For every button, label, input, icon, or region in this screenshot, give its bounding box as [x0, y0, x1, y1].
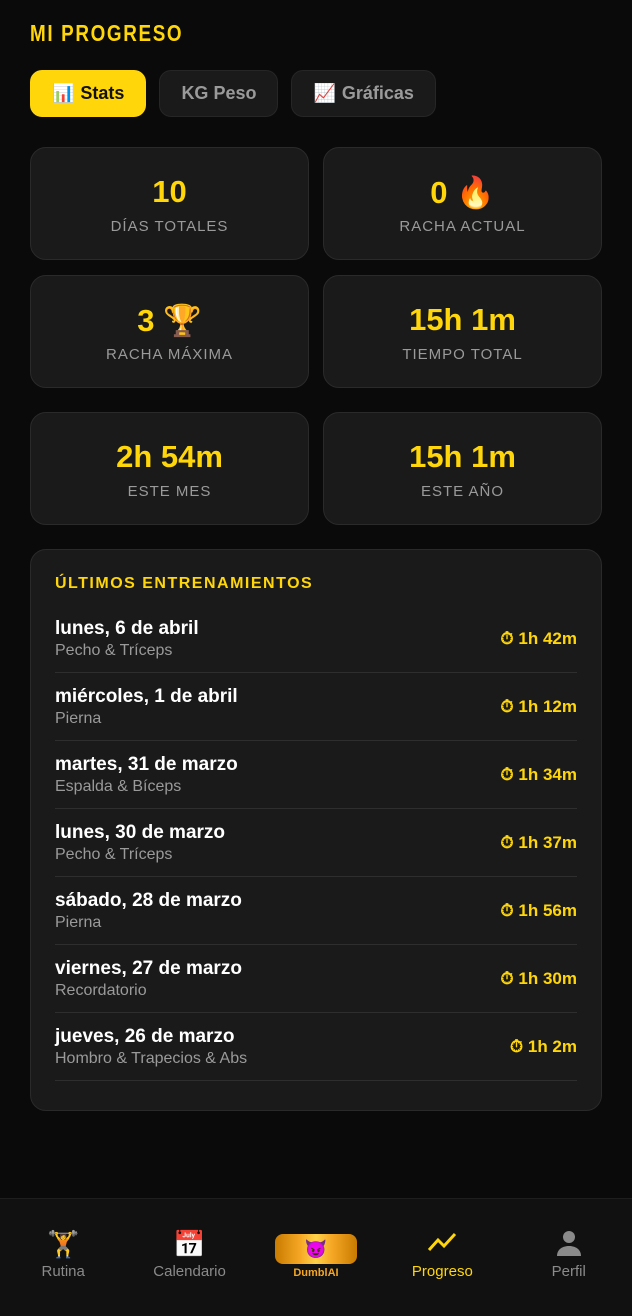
stat-value: 10 — [152, 174, 187, 209]
workout-date: martes, 31 de marzo — [55, 753, 238, 775]
stat-value: 3 — [137, 303, 155, 338]
workout-name: Pecho & Tríceps — [55, 641, 173, 659]
dumbbell-icon: 🏋 — [47, 1229, 80, 1259]
tab-peso[interactable]: KG Peso — [159, 70, 279, 117]
dumblai-logo-icon: 😈 — [274, 1234, 357, 1264]
recent-workouts-card: ÚLTIMOS ENTRENAMIENTOS lunes, 6 de abril… — [30, 549, 602, 1111]
stat-card-este-mes: 2h 54m ESTE MES — [30, 412, 309, 525]
nav-label: Perfil — [551, 1263, 586, 1280]
workout-name: Espalda & Bíceps — [55, 777, 182, 795]
stat-card-este-ano: 15h 1m ESTE AÑO — [323, 412, 602, 525]
stopwatch-icon: ⏱ — [509, 1036, 524, 1056]
stat-card-dias-totales: 10 DÍAS TOTALES — [30, 147, 309, 260]
workout-date: miércoles, 1 de abril — [55, 685, 238, 707]
workout-row[interactable]: jueves, 26 de marzo Hombro & Trapecios & … — [55, 1013, 577, 1081]
workout-date: lunes, 6 de abril — [55, 617, 199, 639]
nav-calendario[interactable]: 📅 Calendario — [135, 1229, 245, 1280]
stat-label: DÍAS TOTALES — [110, 218, 229, 235]
workout-duration: 1h 30m — [518, 968, 577, 988]
nav-label: Calendario — [153, 1263, 226, 1280]
workout-duration: 1h 37m — [518, 832, 577, 852]
trend-line-icon — [427, 1229, 457, 1263]
nav-label: Progreso — [411, 1263, 473, 1280]
stat-value: 15h 1m — [409, 439, 516, 474]
stat-value: 2h 54m — [116, 439, 223, 474]
workout-duration: 1h 12m — [518, 696, 577, 716]
workout-row[interactable]: sábado, 28 de marzo Pierna ⏱ 1h 56m — [55, 877, 577, 945]
stopwatch-icon: ⏱ — [500, 900, 514, 920]
workout-duration: 1h 42m — [518, 628, 577, 648]
workout-row[interactable]: lunes, 30 de marzo Pecho & Tríceps ⏱ 1h 37… — [55, 809, 577, 877]
tab-label: Stats — [80, 83, 125, 103]
fire-icon: 🔥 — [456, 175, 495, 210]
workout-row[interactable]: lunes, 6 de abril Pecho & Tríceps ⏱ 1h 42m — [55, 605, 577, 673]
stat-label: ESTE AÑO — [420, 483, 505, 500]
stat-label: ESTE MES — [127, 483, 212, 500]
stat-label: RACHA ACTUAL — [399, 218, 526, 235]
workout-date: jueves, 26 de marzo — [55, 1025, 235, 1047]
tab-stats[interactable]: 📊 Stats — [30, 70, 147, 117]
nav-progreso[interactable]: Progreso — [387, 1229, 497, 1280]
nav-home-logo[interactable]: 😈 DumblAI — [261, 1234, 371, 1279]
stat-card-tiempo-total: 15h 1m TIEMPO TOTAL — [323, 275, 602, 388]
stat-card-racha-actual: 0 🔥 RACHA ACTUAL — [323, 147, 602, 260]
tab-label: KG Peso — [181, 83, 257, 103]
recent-workouts-heading: ÚLTIMOS ENTRENAMIENTOS — [55, 575, 314, 592]
logo-text: DumblAI — [293, 1267, 339, 1279]
workout-duration: 1h 2m — [527, 1036, 577, 1056]
workout-date: lunes, 30 de marzo — [55, 821, 226, 843]
tab-bar: 📊 Stats KG Peso 📈 Gráficas — [30, 70, 436, 117]
stat-value: 15h 1m — [409, 302, 516, 337]
workout-name: Pecho & Tríceps — [55, 845, 173, 863]
person-icon — [556, 1229, 582, 1263]
trophy-icon: 🏆 — [163, 303, 202, 338]
stat-value: 0 — [430, 175, 448, 210]
bottom-nav: 🏋 Rutina 📅 Calendario 😈 DumblAI Progreso Pe… — [0, 1198, 632, 1316]
stat-label: RACHA MÁXIMA — [105, 346, 234, 363]
workout-name: Hombro & Trapecios & Abs — [55, 1049, 248, 1067]
workout-row[interactable]: miércoles, 1 de abril Pierna ⏱ 1h 12m — [55, 673, 577, 741]
stat-label: TIEMPO TOTAL — [402, 346, 523, 363]
workout-name: Recordatorio — [55, 981, 147, 999]
workout-name: Pierna — [55, 709, 102, 727]
page-title: MI PROGRESO — [30, 20, 184, 46]
workout-row[interactable]: martes, 31 de marzo Espalda & Bíceps ⏱ 1h … — [55, 741, 577, 809]
line-chart-icon: 📈 — [313, 83, 336, 103]
stat-card-racha-maxima: 3 🏆 RACHA MÁXIMA — [30, 275, 309, 388]
tab-label: Gráficas — [341, 83, 414, 103]
stopwatch-icon: ⏱ — [500, 968, 514, 988]
stopwatch-icon: ⏱ — [500, 696, 514, 716]
workout-duration: 1h 56m — [518, 900, 577, 920]
stopwatch-icon: ⏱ — [500, 764, 514, 784]
workout-row[interactable]: viernes, 27 de marzo Recordatorio ⏱ 1h 30m — [55, 945, 577, 1013]
workout-date: viernes, 27 de marzo — [55, 957, 242, 979]
workout-name: Pierna — [55, 913, 102, 931]
calendar-icon: 📅 — [173, 1229, 206, 1259]
workout-duration: 1h 34m — [518, 764, 577, 784]
tab-graficas[interactable]: 📈 Gráficas — [291, 70, 436, 117]
nav-perfil[interactable]: Perfil — [514, 1229, 624, 1280]
nav-rutina[interactable]: 🏋 Rutina — [8, 1229, 118, 1280]
stopwatch-icon: ⏱ — [500, 832, 514, 852]
bar-chart-icon: 📊 — [52, 83, 75, 103]
workout-date: sábado, 28 de marzo — [55, 889, 242, 911]
stopwatch-icon: ⏱ — [500, 628, 514, 648]
nav-label: Rutina — [41, 1263, 85, 1280]
